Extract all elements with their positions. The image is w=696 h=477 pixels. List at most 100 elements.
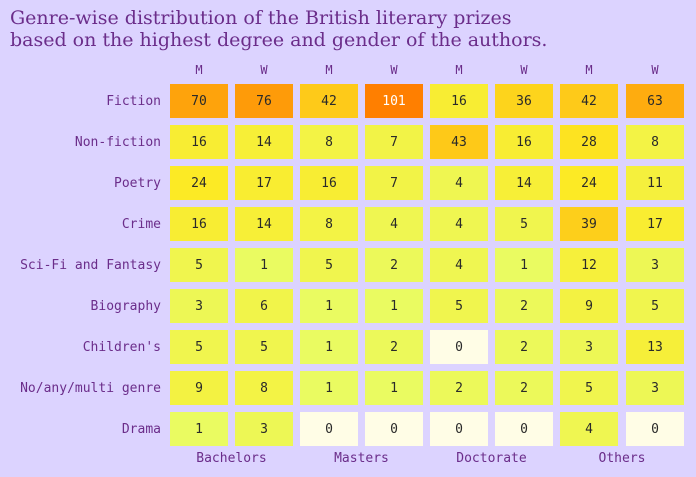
cell-value-label: 17 (647, 217, 663, 232)
chart-title-line-2: based on the highest degree and gender o… (10, 29, 548, 51)
row-label-fiction: Fiction (106, 94, 161, 109)
heatmap-cell (495, 412, 553, 446)
heatmap-cell (300, 125, 358, 159)
heatmap-cell (170, 371, 228, 405)
cell-value-label: 5 (195, 340, 203, 355)
heatmap-cell (430, 84, 488, 118)
heatmap-cell (170, 207, 228, 241)
cell-value-label: 1 (520, 258, 528, 273)
heatmap-cell (300, 371, 358, 405)
cell-value-label: 16 (191, 135, 207, 150)
heatmap-cell (300, 330, 358, 364)
cell-value-label: 76 (256, 94, 272, 109)
cell-value-label: 42 (581, 94, 597, 109)
row-label-children-s: Children's (83, 340, 161, 355)
heatmap-cell (300, 248, 358, 282)
cell-value-label: 4 (390, 217, 398, 232)
heatmap-cell (170, 125, 228, 159)
heatmap-cell (560, 330, 618, 364)
cell-value-label: 2 (390, 258, 398, 273)
cell-value-label: 0 (390, 422, 398, 437)
cell-value-label: 3 (651, 381, 659, 396)
heatmap-cell (170, 84, 228, 118)
heatmap-cell (495, 371, 553, 405)
heatmap-cell (235, 371, 293, 405)
heatmap-cell (560, 371, 618, 405)
heatmap-cell (365, 371, 423, 405)
cell-value-label: 9 (195, 381, 203, 396)
heatmap-cell (365, 330, 423, 364)
cell-value-label: 2 (520, 340, 528, 355)
heatmap-cell (430, 371, 488, 405)
heatmap-cell (170, 330, 228, 364)
heatmap-cell (430, 248, 488, 282)
heatmap-cell (495, 248, 553, 282)
heatmap-cell (495, 289, 553, 323)
heatmap-cell (626, 84, 684, 118)
heatmap-cell (626, 289, 684, 323)
cell-value-label: 2 (455, 381, 463, 396)
cell-value-label: 36 (516, 94, 532, 109)
gender-label: W (390, 63, 398, 77)
cell-value-label: 8 (325, 217, 333, 232)
heatmap-cell (235, 125, 293, 159)
heatmap-cell (365, 166, 423, 200)
gender-label: M (325, 63, 332, 77)
heatmap-cell (365, 84, 423, 118)
heatmap-cell (626, 166, 684, 200)
cell-value-label: 14 (256, 135, 272, 150)
row-label-no-any-multi-genre: No/any/multi genre (20, 381, 161, 396)
cell-value-label: 2 (390, 340, 398, 355)
cell-value-label: 0 (455, 422, 463, 437)
cell-value-label: 13 (647, 340, 663, 355)
group-label-masters: Masters (334, 451, 389, 466)
cell-value-label: 14 (516, 176, 532, 191)
cell-value-label: 5 (325, 258, 333, 273)
cell-value-label: 8 (325, 135, 333, 150)
heatmap-cell (560, 166, 618, 200)
heatmap-cell (560, 412, 618, 446)
cell-value-label: 5 (195, 258, 203, 273)
cell-value-label: 9 (585, 299, 593, 314)
cell-value-label: 4 (455, 176, 463, 191)
heatmap-cell (300, 166, 358, 200)
heatmap-cell (170, 412, 228, 446)
heatmap-cell (430, 125, 488, 159)
cell-value-label: 1 (260, 258, 268, 273)
heatmap-cell (365, 412, 423, 446)
gender-label: M (585, 63, 592, 77)
heatmap-cell (626, 207, 684, 241)
heatmap-cell (626, 125, 684, 159)
heatmap-cell (170, 248, 228, 282)
row-label-drama: Drama (122, 422, 161, 437)
heatmap-cell (300, 289, 358, 323)
heatmap-cell (430, 412, 488, 446)
cell-value-label: 4 (455, 258, 463, 273)
cell-value-label: 1 (325, 299, 333, 314)
cell-value-label: 24 (581, 176, 597, 191)
gender-label: W (260, 63, 268, 77)
gender-label: W (651, 63, 659, 77)
cell-value-label: 0 (325, 422, 333, 437)
cell-value-label: 16 (321, 176, 337, 191)
group-label-bachelors: Bachelors (196, 451, 266, 466)
heatmap-cell (430, 330, 488, 364)
cell-value-label: 3 (651, 258, 659, 273)
heatmap-cell (365, 207, 423, 241)
cell-value-label: 8 (260, 381, 268, 396)
heatmap-cell (235, 84, 293, 118)
cell-value-label: 1 (390, 381, 398, 396)
heatmap-cell (300, 207, 358, 241)
heatmap-cell (170, 289, 228, 323)
cell-value-label: 5 (260, 340, 268, 355)
row-label-sci-fi-and-fantasy: Sci-Fi and Fantasy (20, 258, 161, 273)
heatmap-cell (560, 84, 618, 118)
row-label-poetry: Poetry (114, 176, 161, 191)
cell-value-label: 0 (455, 340, 463, 355)
cell-value-label: 12 (581, 258, 597, 273)
cell-value-label: 0 (520, 422, 528, 437)
cell-value-label: 1 (390, 299, 398, 314)
heatmap-cell (365, 125, 423, 159)
cell-value-label: 70 (191, 94, 207, 109)
